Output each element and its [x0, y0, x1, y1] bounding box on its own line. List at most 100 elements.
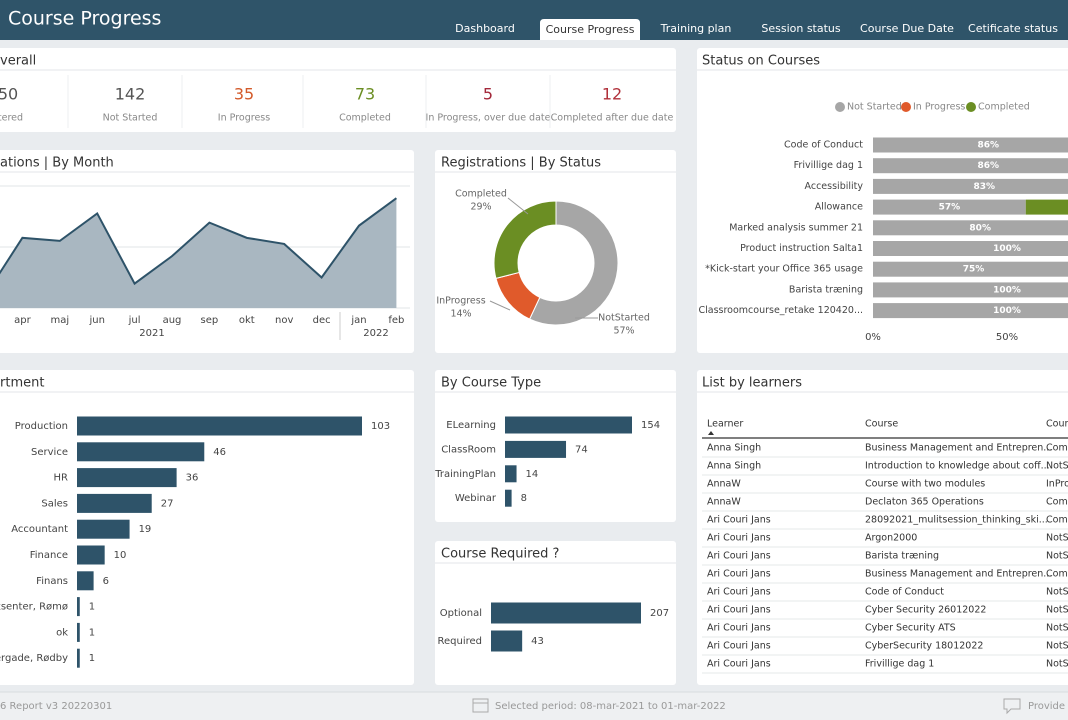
panel	[435, 150, 676, 353]
legend-marker	[901, 102, 911, 112]
bar-value-label: 100%	[993, 306, 1021, 316]
y-tick-label: Sales	[41, 498, 68, 509]
kpi-label: In Progress	[218, 113, 270, 124]
donut-slice	[528, 200, 619, 326]
nav-tab[interactable]: Course Progress	[546, 23, 635, 36]
table-cell: Ari Couri Jans	[707, 605, 771, 616]
bar-value-label: 6	[103, 576, 109, 587]
bar-value-label: 103	[371, 421, 390, 432]
leader-line	[489, 300, 511, 311]
table-cell: NotSt	[1046, 461, 1068, 472]
area	[0, 198, 397, 308]
panel	[697, 370, 1068, 685]
table-cell: Argon2000	[865, 533, 917, 544]
nav-tab[interactable]: Cetificate status	[968, 22, 1058, 35]
y-tick-label: Frivillige dag 1	[794, 160, 863, 171]
table-cell: Code of Conduct	[865, 587, 944, 598]
bar-value-label: 19	[139, 524, 152, 535]
x-tick-label: feb	[388, 315, 404, 326]
panel-title: ations | By Month	[0, 156, 114, 171]
x-group-label: 2022	[363, 328, 388, 339]
footer-feedback[interactable]: Provide F	[1028, 701, 1068, 712]
bar-value-label: 1	[89, 627, 95, 638]
table-cell: Ari Couri Jans	[707, 587, 771, 598]
y-tick-label: Marked analysis summer 21	[729, 222, 863, 233]
legend-marker	[966, 102, 976, 112]
nav-tab[interactable]: Course Due Date	[860, 22, 954, 35]
kpi-label: Not Started	[103, 113, 158, 124]
panel-title: Registrations | By Status	[441, 156, 601, 171]
table-cell: Ari Couri Jans	[707, 515, 771, 526]
column-header[interactable]: Course	[865, 419, 898, 430]
kpi-label: Completed after due date	[551, 113, 674, 124]
nav-tab[interactable]: Dashboard	[455, 22, 515, 35]
panel-title: Status on Courses	[702, 54, 820, 69]
bar-value-label: 100%	[993, 244, 1021, 254]
bar-value-label: 14	[526, 469, 539, 480]
bar-value-label: 154	[641, 420, 660, 431]
table-cell: Business Management and Entrepren...	[865, 443, 1052, 454]
table-cell: NotSt	[1046, 659, 1068, 670]
x-tick-label: nov	[275, 315, 293, 326]
y-tick-label: ELearning	[446, 420, 496, 431]
table-cell: Ari Couri Jans	[707, 551, 771, 562]
panel-title: List by learners	[702, 376, 802, 391]
table-cell: Cyber Security ATS	[865, 623, 956, 634]
nav-tab[interactable]: Training plan	[660, 22, 732, 35]
table-cell: Ari Couri Jans	[707, 569, 771, 580]
x-tick-label: 50%	[996, 332, 1018, 343]
bar	[505, 465, 517, 483]
y-tick-label: Product instruction Salta1	[740, 243, 863, 254]
y-tick-label: Finans	[36, 576, 68, 587]
bar	[77, 493, 152, 513]
y-tick-label: Allowance	[815, 202, 863, 213]
table-cell: NotSt	[1046, 587, 1068, 598]
bar	[77, 416, 362, 436]
bar-value-label: 86%	[977, 141, 999, 151]
bar	[77, 519, 130, 539]
bar-value-label: 46	[213, 447, 226, 458]
table-cell: Declaton 365 Operations	[865, 497, 984, 508]
x-tick-label: apr	[14, 315, 31, 326]
y-tick-label: ClassRoom	[441, 444, 496, 455]
panel-title: Course Required ?	[441, 547, 559, 562]
feedback-icon[interactable]	[1003, 698, 1021, 715]
bar-value-label: 1	[89, 602, 95, 613]
bar	[77, 442, 205, 462]
table-cell: Introduction to knowledge about coff...	[865, 461, 1050, 472]
y-tick-label: Accountant	[11, 524, 68, 535]
bar-value-label: 43	[531, 636, 544, 647]
table-cell: Ari Couri Jans	[707, 641, 771, 652]
bar-value-label: 100%	[993, 285, 1021, 295]
column-header[interactable]: Cours	[1046, 419, 1068, 430]
legend-label: In Progress	[913, 102, 965, 113]
kpi-value: 73	[355, 85, 375, 104]
x-tick-label: sep	[201, 315, 219, 326]
bar-value-label: 74	[575, 444, 588, 455]
column-header[interactable]: Learner	[707, 419, 743, 430]
table-cell: InPro	[1046, 479, 1068, 490]
bar-value-label: 36	[186, 473, 199, 484]
bar-segment	[873, 261, 1068, 277]
panel-title: verall	[0, 54, 36, 69]
panel-title: By Course Type	[441, 376, 541, 391]
bar	[77, 597, 80, 617]
y-tick-label: Production	[15, 421, 68, 432]
nav-tab[interactable]: Session status	[761, 22, 841, 35]
kpi-value: 35	[234, 85, 254, 104]
table-cell: Anna Singh	[707, 461, 761, 472]
x-tick-label: 0%	[865, 332, 881, 343]
footer-bar	[0, 692, 1068, 720]
sort-arrow	[708, 431, 714, 435]
x-tick-label: okt	[239, 315, 255, 326]
bar	[77, 571, 94, 591]
kpi-value: 12	[602, 85, 622, 104]
y-tick-label: Service	[31, 447, 68, 458]
table-cell: NotSt	[1046, 551, 1068, 562]
y-tick-label: ksenter, Rømø	[0, 602, 68, 613]
y-tick-label: Optional	[440, 608, 482, 619]
y-tick-label: ok	[56, 627, 68, 638]
x-group-label: 2021	[139, 328, 164, 339]
